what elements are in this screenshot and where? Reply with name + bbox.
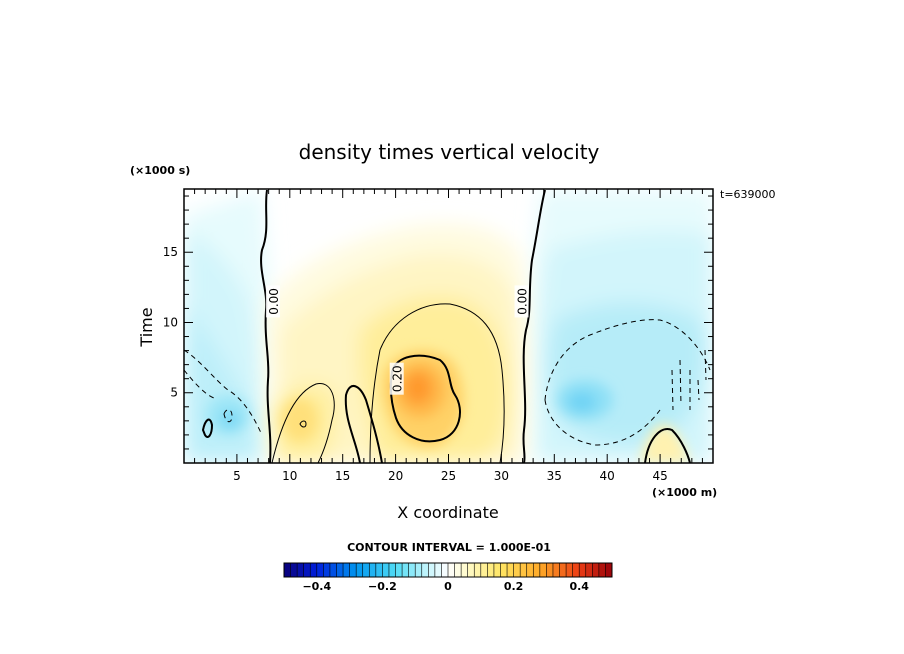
colorbar-cell <box>388 563 396 577</box>
colorbar-cell <box>520 563 528 577</box>
colorbar-cell <box>493 563 501 577</box>
colorbar-tick-label: 0.2 <box>504 580 524 593</box>
zero-contours <box>201 189 691 463</box>
colorbar-cell <box>500 563 508 577</box>
colorbar-cell <box>336 563 344 577</box>
x-tick-label: 5 <box>233 469 241 483</box>
colorbar-cell <box>290 563 298 577</box>
colorbar-cell <box>487 563 495 577</box>
y-axis-ticks: 5 10 15 <box>163 195 713 450</box>
contour-label: 0.00 <box>514 285 530 318</box>
colorbar-cell <box>428 563 436 577</box>
colorbar-cell <box>316 563 324 577</box>
colorbar-cell <box>310 563 318 577</box>
colorbar-tick-label: −0.2 <box>368 580 397 593</box>
heatmap-field <box>184 189 713 463</box>
colorbar-cell <box>303 563 311 577</box>
colorbar-cell <box>402 563 409 577</box>
colorbar-cell <box>356 563 364 577</box>
x-tick-label: 35 <box>547 469 562 483</box>
colorbar-cell <box>375 563 383 577</box>
contour-labels: 0.00 0.00 0.20 <box>265 285 530 395</box>
colorbar-cell <box>539 563 547 577</box>
colorbar-cell <box>526 563 534 577</box>
y-tick-label: 15 <box>163 245 178 259</box>
colorbar-cell <box>566 563 573 577</box>
colorbar-cell <box>480 563 488 577</box>
colorbar-cell <box>579 563 587 577</box>
colorbar-cell <box>434 563 442 577</box>
colorbar-ticks: −0.4 −0.2 0 0.2 0.4 <box>302 580 589 593</box>
y-tick-label: 5 <box>170 386 178 400</box>
colorbar-cell <box>441 563 449 577</box>
colorbar-cell <box>507 563 514 577</box>
colorbar-cell <box>513 563 521 577</box>
colorbar-cell <box>467 563 475 577</box>
x-tick-label: 30 <box>494 469 509 483</box>
x-tick-label: 10 <box>282 469 297 483</box>
colorbar-cell <box>585 563 593 577</box>
colorbar-tick-label: −0.4 <box>302 580 331 593</box>
chart-title: density times vertical velocity <box>299 140 600 164</box>
colorbar-cell <box>598 563 606 577</box>
colorbar-cell <box>421 563 429 577</box>
colorbar-tick-label: 0.4 <box>569 580 589 593</box>
x-tick-label: 20 <box>388 469 403 483</box>
colorbar-cell <box>329 563 337 577</box>
x-tick-label: 25 <box>441 469 456 483</box>
x-tick-label: 45 <box>652 469 667 483</box>
contour-label: 0.20 <box>389 362 405 395</box>
colorbar-tick-label: 0 <box>444 580 452 593</box>
contour-label: 0.00 <box>265 285 281 318</box>
x-axis-ticks: 5 10 15 20 25 30 35 40 45 <box>194 189 703 483</box>
colorbar-cell <box>284 563 291 577</box>
colorbar-cell <box>552 563 560 577</box>
colorbar-cell <box>461 563 468 577</box>
colorbar-cell <box>408 563 416 577</box>
svg-text:0.00: 0.00 <box>267 288 281 315</box>
x-tick-label: 40 <box>600 469 615 483</box>
colorbar-cell <box>605 563 613 577</box>
colorbar <box>283 562 613 578</box>
colorbar-cell <box>592 563 600 577</box>
y-axis-label: Time <box>137 307 156 347</box>
colorbar-cell <box>323 563 331 577</box>
x-axis-label: X coordinate <box>397 503 498 522</box>
contour-interval-label: CONTOUR INTERVAL = 1.000E-01 <box>347 541 551 554</box>
colorbar-cell <box>448 563 455 577</box>
colorbar-cell <box>474 563 482 577</box>
colorbar-cell <box>559 563 567 577</box>
colorbar-cell <box>546 563 554 577</box>
colorbar-cell <box>349 563 357 577</box>
positive-contours <box>271 303 505 463</box>
x-tick-label: 15 <box>335 469 350 483</box>
colorbar-cell <box>395 563 403 577</box>
y-tick-label: 10 <box>163 315 178 329</box>
svg-text:0.20: 0.20 <box>391 365 405 392</box>
colorbar-cell <box>454 563 462 577</box>
colorbar-cell <box>533 563 541 577</box>
x-unit-label: (×1000 m) <box>652 486 717 499</box>
colorbar-cell <box>572 563 580 577</box>
time-stamp: t=639000 <box>720 188 776 201</box>
colorbar-cell <box>382 563 390 577</box>
colorbar-cell <box>343 563 350 577</box>
colorbar-cell <box>297 563 304 577</box>
negative-contours <box>184 319 711 446</box>
colorbar-frame <box>283 562 613 578</box>
downdraft-core <box>206 380 613 435</box>
colorbar-cell <box>362 563 370 577</box>
colorbar-cell <box>415 563 423 577</box>
svg-text:0.00: 0.00 <box>516 288 530 315</box>
colorbar-cell <box>369 563 377 577</box>
y-unit-label: (×1000 s) <box>130 164 190 177</box>
